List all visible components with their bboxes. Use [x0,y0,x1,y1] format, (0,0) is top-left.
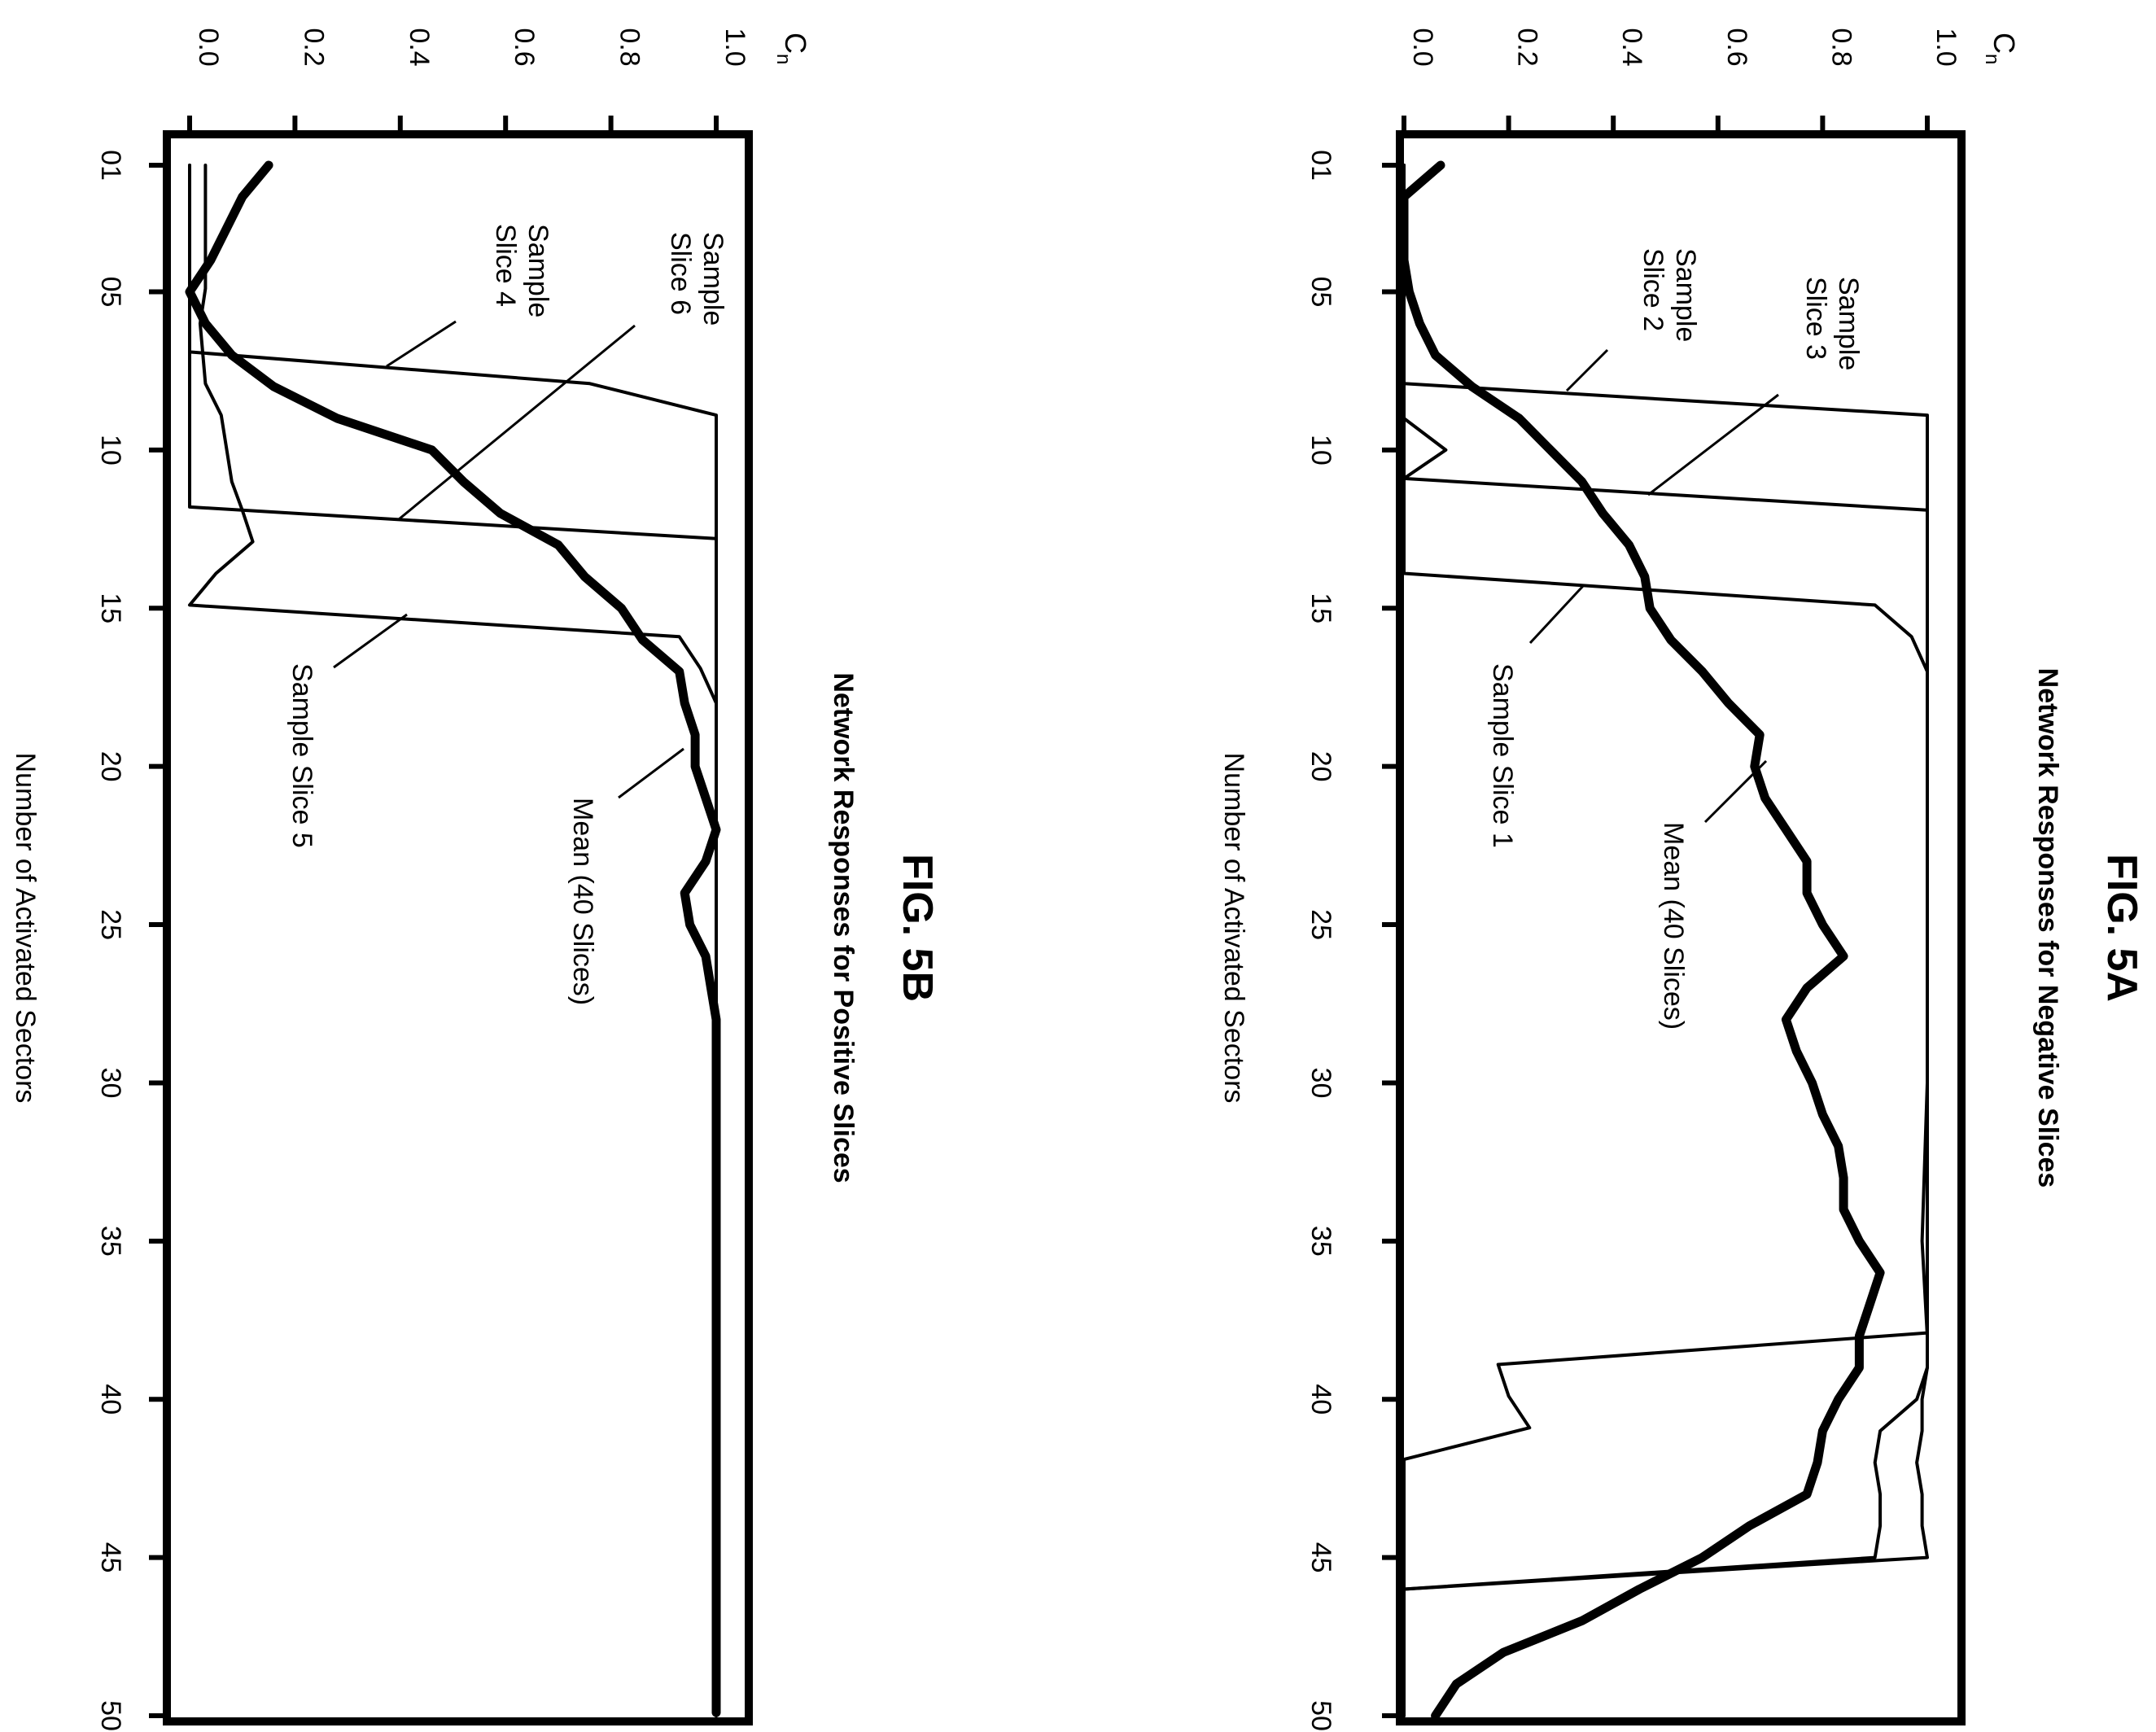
fig-label-5b: FIG. 5B [894,854,941,1002]
y-axis-label-main-5a: C [1988,33,2021,54]
series-line-5a-sample-slice-3 [1402,164,1929,1717]
series-5a [1399,160,1929,1721]
x-tick-label-5a-30: 30 [1305,1068,1336,1099]
leader-line-sample-slice-6 [398,324,636,521]
y-axis-label-5a: Cn [1981,33,2021,64]
leader-line-sample-slice-5 [333,613,408,669]
annotation-sample-slice-1: Sample Slice 1 [1487,663,1518,848]
annotation-mean-5a: Mean (40 Slices) [1658,822,1689,1030]
x-tick-label-5b-35: 35 [95,1226,126,1257]
x-tick-label-5b-45: 45 [95,1542,126,1573]
y-axis-label-sub-5b: n [772,54,794,64]
ticks-5b: 01 05 10 15 20 25 30 35 40 45 50 0.0 0.2 0.4 0.6 0.8 1.0 [95,28,750,1731]
x-tick-label-5a-50: 50 [1305,1700,1336,1731]
y-tick-label-5a-0.2: 0.2 [1512,28,1543,66]
series-line-5b-sample-slice-5 [188,164,718,1715]
y-tick-label-5b-0.4: 0.4 [404,28,435,66]
x-tick-label-5b-50: 50 [95,1700,126,1731]
x-tick-label-5b-01: 01 [95,150,126,181]
y-tick-label-5a-0.8: 0.8 [1826,28,1856,66]
annotation-mean-5b: Mean (40 Slices) [567,798,598,1005]
series-line-5b-mean-40-slices [185,160,721,1717]
y-tick-label-5a-0.6: 0.6 [1721,28,1752,66]
chart-fig-5b: 01 05 10 15 20 25 30 35 40 45 50 0.0 0.2 0.4 0.6 0.8 1.0… [10,28,941,1731]
chart-fig-5a: 01 05 10 15 20 25 30 35 40 45 50 0.0 0.2 0.4 0.6 0.8 1.0… [1218,28,2145,1731]
chart-title-5b: Network Responses for Positive Slices [828,672,859,1183]
annotation-sample-slice-4-line1: Sample [523,224,553,317]
x-tick-label-5a-20: 20 [1305,751,1336,782]
x-tick-label-5a-05: 05 [1305,277,1336,308]
y-tick-label-5a-1.0: 1.0 [1931,28,1961,66]
y-tick-label-5a-0.4: 0.4 [1616,28,1647,66]
y-tick-label-5b-0.0: 0.0 [193,28,224,66]
series-line-5b-sample-slice-4 [188,164,718,1717]
series-line-5b-sample-slice-6 [188,164,718,1717]
x-tick-label-5a-01: 01 [1305,150,1336,181]
y-tick-label-5b-0.8: 0.8 [614,28,645,66]
x-tick-label-5b-15: 15 [95,593,126,623]
annotation-sample-slice-5: Sample Slice 5 [286,663,317,848]
annotation-sample-slice-2-line1: Sample [1670,248,1701,342]
annotation-sample-slice-3-line2: Slice 3 [1800,277,1831,360]
x-tick-label-5a-35: 35 [1305,1226,1336,1257]
fig-label-5a: FIG. 5A [2098,854,2145,1002]
x-tick-label-5b-30: 30 [95,1068,126,1099]
leader-line-sample-slice-2 [1565,348,1609,392]
plot-frame-5b [163,130,753,1725]
x-tick-label-5b-05: 05 [95,277,126,308]
y-axis-label-main-5b: C [779,33,812,54]
leader-line-sample-slice-1 [1528,584,1585,645]
x-tick-label-5b-40: 40 [95,1384,126,1415]
x-tick-label-5a-10: 10 [1305,435,1336,466]
leader-line-mean-5a [1703,759,1768,824]
y-tick-label-5b-0.2: 0.2 [298,28,329,66]
series-line-5a-mean-40-slices [1399,160,1885,1721]
leader-line-mean-5b [618,747,684,799]
annotation-sample-slice-6-line1: Sample [698,232,728,326]
y-tick-label-5b-0.6: 0.6 [509,28,540,66]
series-line-5a-sample-slice-2 [1402,164,1929,1717]
ticks-5a: 01 05 10 15 20 25 30 35 40 45 50 0.0 0.2 0.4 0.6 0.8 1.0 [1305,28,1961,1731]
leader-line-sample-slice-4 [386,320,457,368]
x-tick-label-5a-15: 15 [1305,593,1336,623]
series-5b [185,160,721,1717]
x-tick-label-5a-40: 40 [1305,1384,1336,1415]
plot-frame-5a [1396,130,1966,1725]
x-tick-label-5b-20: 20 [95,751,126,782]
x-tick-label-5a-45: 45 [1305,1542,1336,1573]
annotation-sample-slice-4-line2: Slice 4 [490,224,521,307]
annotation-sample-slice-6-line2: Slice 6 [665,232,696,315]
annotation-sample-slice-2-line2: Slice 2 [1638,248,1668,331]
y-tick-label-5b-1.0: 1.0 [719,28,750,66]
x-axis-label-5b: Number of Activated Sectors [10,753,41,1104]
x-tick-label-5a-25: 25 [1305,909,1336,940]
x-tick-label-5b-10: 10 [95,435,126,466]
chart-title-5a: Network Responses for Negative Slices [2032,668,2063,1188]
y-axis-label-5b: Cn [772,33,812,64]
annotation-sample-slice-3-line1: Sample [1833,277,1864,370]
x-tick-label-5b-25: 25 [95,909,126,940]
y-tick-label-5a-0.0: 0.0 [1407,28,1438,66]
x-axis-label-5a: Number of Activated Sectors [1218,753,1249,1104]
y-axis-label-sub-5a: n [1981,54,2003,64]
leader-line-sample-slice-3 [1647,393,1779,496]
